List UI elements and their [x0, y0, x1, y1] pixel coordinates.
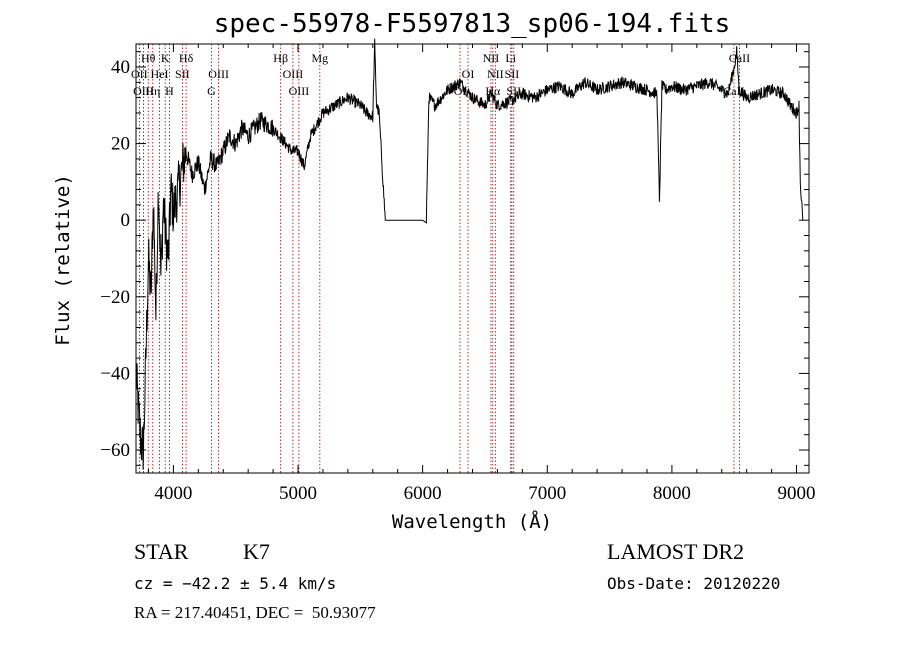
spectral-line-label: OI — [454, 84, 467, 98]
spectral-line-label: Hη — [145, 84, 160, 98]
y-axis-label: Flux (relative) — [52, 174, 74, 346]
spectral-line-label: SII — [175, 67, 190, 81]
y-tick-label: −40 — [100, 363, 130, 384]
spectral-line-label: OI — [462, 67, 475, 81]
spectral-line-label: Mg — [311, 51, 328, 65]
spectral-line-label: Hα — [485, 84, 501, 98]
y-axis: −60 −40 −20 0 20 40 — [100, 51, 809, 466]
x-tick-label: 8000 — [653, 483, 691, 504]
x-axis: 4000 5000 6000 7000 8000 9000 — [147, 44, 816, 504]
observation-date: Obs-Date: 20120220 — [607, 574, 781, 593]
y-tick-label: −20 — [100, 287, 130, 308]
spectral-line-label: NII — [483, 51, 500, 65]
plot-frame — [135, 43, 810, 474]
y-tick-label: 20 — [111, 134, 130, 155]
redshift-velocity: cz = −42.2 ± 5.4 km/s — [134, 574, 337, 593]
x-tick-label: 5000 — [279, 483, 317, 504]
spectral-line-label: Hθ — [141, 51, 156, 65]
x-axis-label: Wavelength (Å) — [392, 510, 552, 533]
object-subclass: K7 — [243, 539, 270, 564]
y-tick-label: 40 — [111, 57, 130, 78]
spectral-line-label: Hβ — [273, 51, 288, 65]
x-tick-label: 9000 — [778, 483, 816, 504]
spectral-line-labels: HθOIIOIIIKHeIHηSIIHHδOIIIGHβOIIIOIIIMgOI… — [131, 51, 750, 98]
spectral-line-label: OIII — [283, 67, 304, 81]
spectral-line-markers — [138, 44, 740, 473]
spectral-line-label: G — [207, 84, 216, 98]
x-tick-label: 4000 — [154, 483, 192, 504]
spectral-line-label: H — [165, 84, 174, 98]
spectral-line-label: CaII — [729, 51, 750, 65]
spectral-line-label: CaII — [723, 84, 744, 98]
coordinates: RA = 217.40451, DEC = 50.93077 — [134, 603, 376, 622]
spectral-line-label: HeI — [151, 67, 169, 81]
spectral-line-label: Li — [505, 51, 516, 65]
x-tick-label: 7000 — [528, 483, 566, 504]
y-tick-label: −60 — [100, 440, 130, 461]
spectral-line-label: SII — [506, 84, 521, 98]
y-tick-label: 0 — [121, 210, 131, 231]
spectral-line-label: SII — [505, 67, 520, 81]
spectral-line-label: K — [161, 51, 170, 65]
spectral-line-label: Hδ — [179, 51, 194, 65]
spectral-line-label: OIII — [208, 67, 229, 81]
chart-title: spec-55978-F5597813_sp06-194.fits — [214, 9, 731, 39]
object-class: STAR — [134, 539, 189, 564]
spectrum-series-line — [135, 38, 804, 470]
spectral-line-label: OIII — [289, 84, 310, 98]
x-tick-label: 6000 — [404, 483, 442, 504]
spectral-line-label: NII — [487, 67, 504, 81]
survey-name: LAMOST DR2 — [607, 539, 745, 564]
spectral-line-label: OIII — [133, 84, 154, 98]
spectral-line-label: OII — [131, 67, 148, 81]
